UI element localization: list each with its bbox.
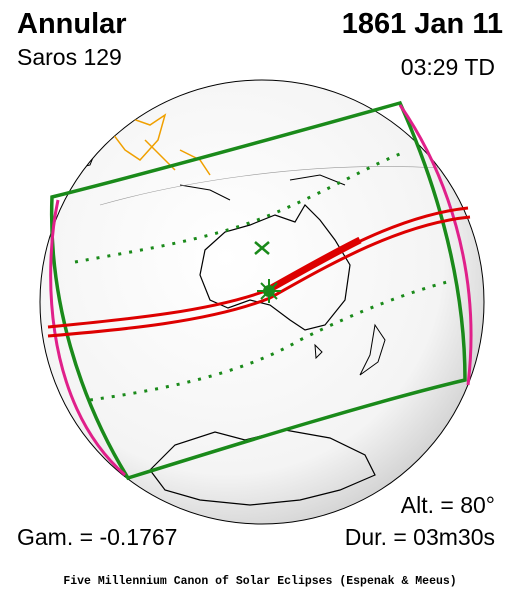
rise-set-curve-west xyxy=(49,199,126,477)
rise-set-curve-east xyxy=(398,104,473,386)
saros: Saros 129 xyxy=(17,44,122,70)
coastlines xyxy=(59,80,441,506)
duration: Dur. = 03m30s xyxy=(344,524,495,550)
altitude: Alt. = 80° xyxy=(400,492,495,518)
australia xyxy=(199,204,351,331)
gamma: Gam. = -0.1767 xyxy=(17,524,178,550)
credit: Five Millennium Canon of Solar Eclipses … xyxy=(63,575,457,588)
subsolar-point xyxy=(254,241,270,255)
annular-path-center xyxy=(266,236,362,294)
antarctica xyxy=(149,429,376,506)
penumbral-limits xyxy=(49,100,467,481)
magnitude-line-north xyxy=(74,150,406,264)
eclipse-type: Annular xyxy=(17,8,127,40)
time: 03:29 TD xyxy=(400,54,495,80)
date: 1861 Jan 11 xyxy=(341,8,503,40)
greatest-eclipse xyxy=(257,279,281,303)
terminator xyxy=(99,166,441,206)
tasmania-nz xyxy=(314,323,386,376)
